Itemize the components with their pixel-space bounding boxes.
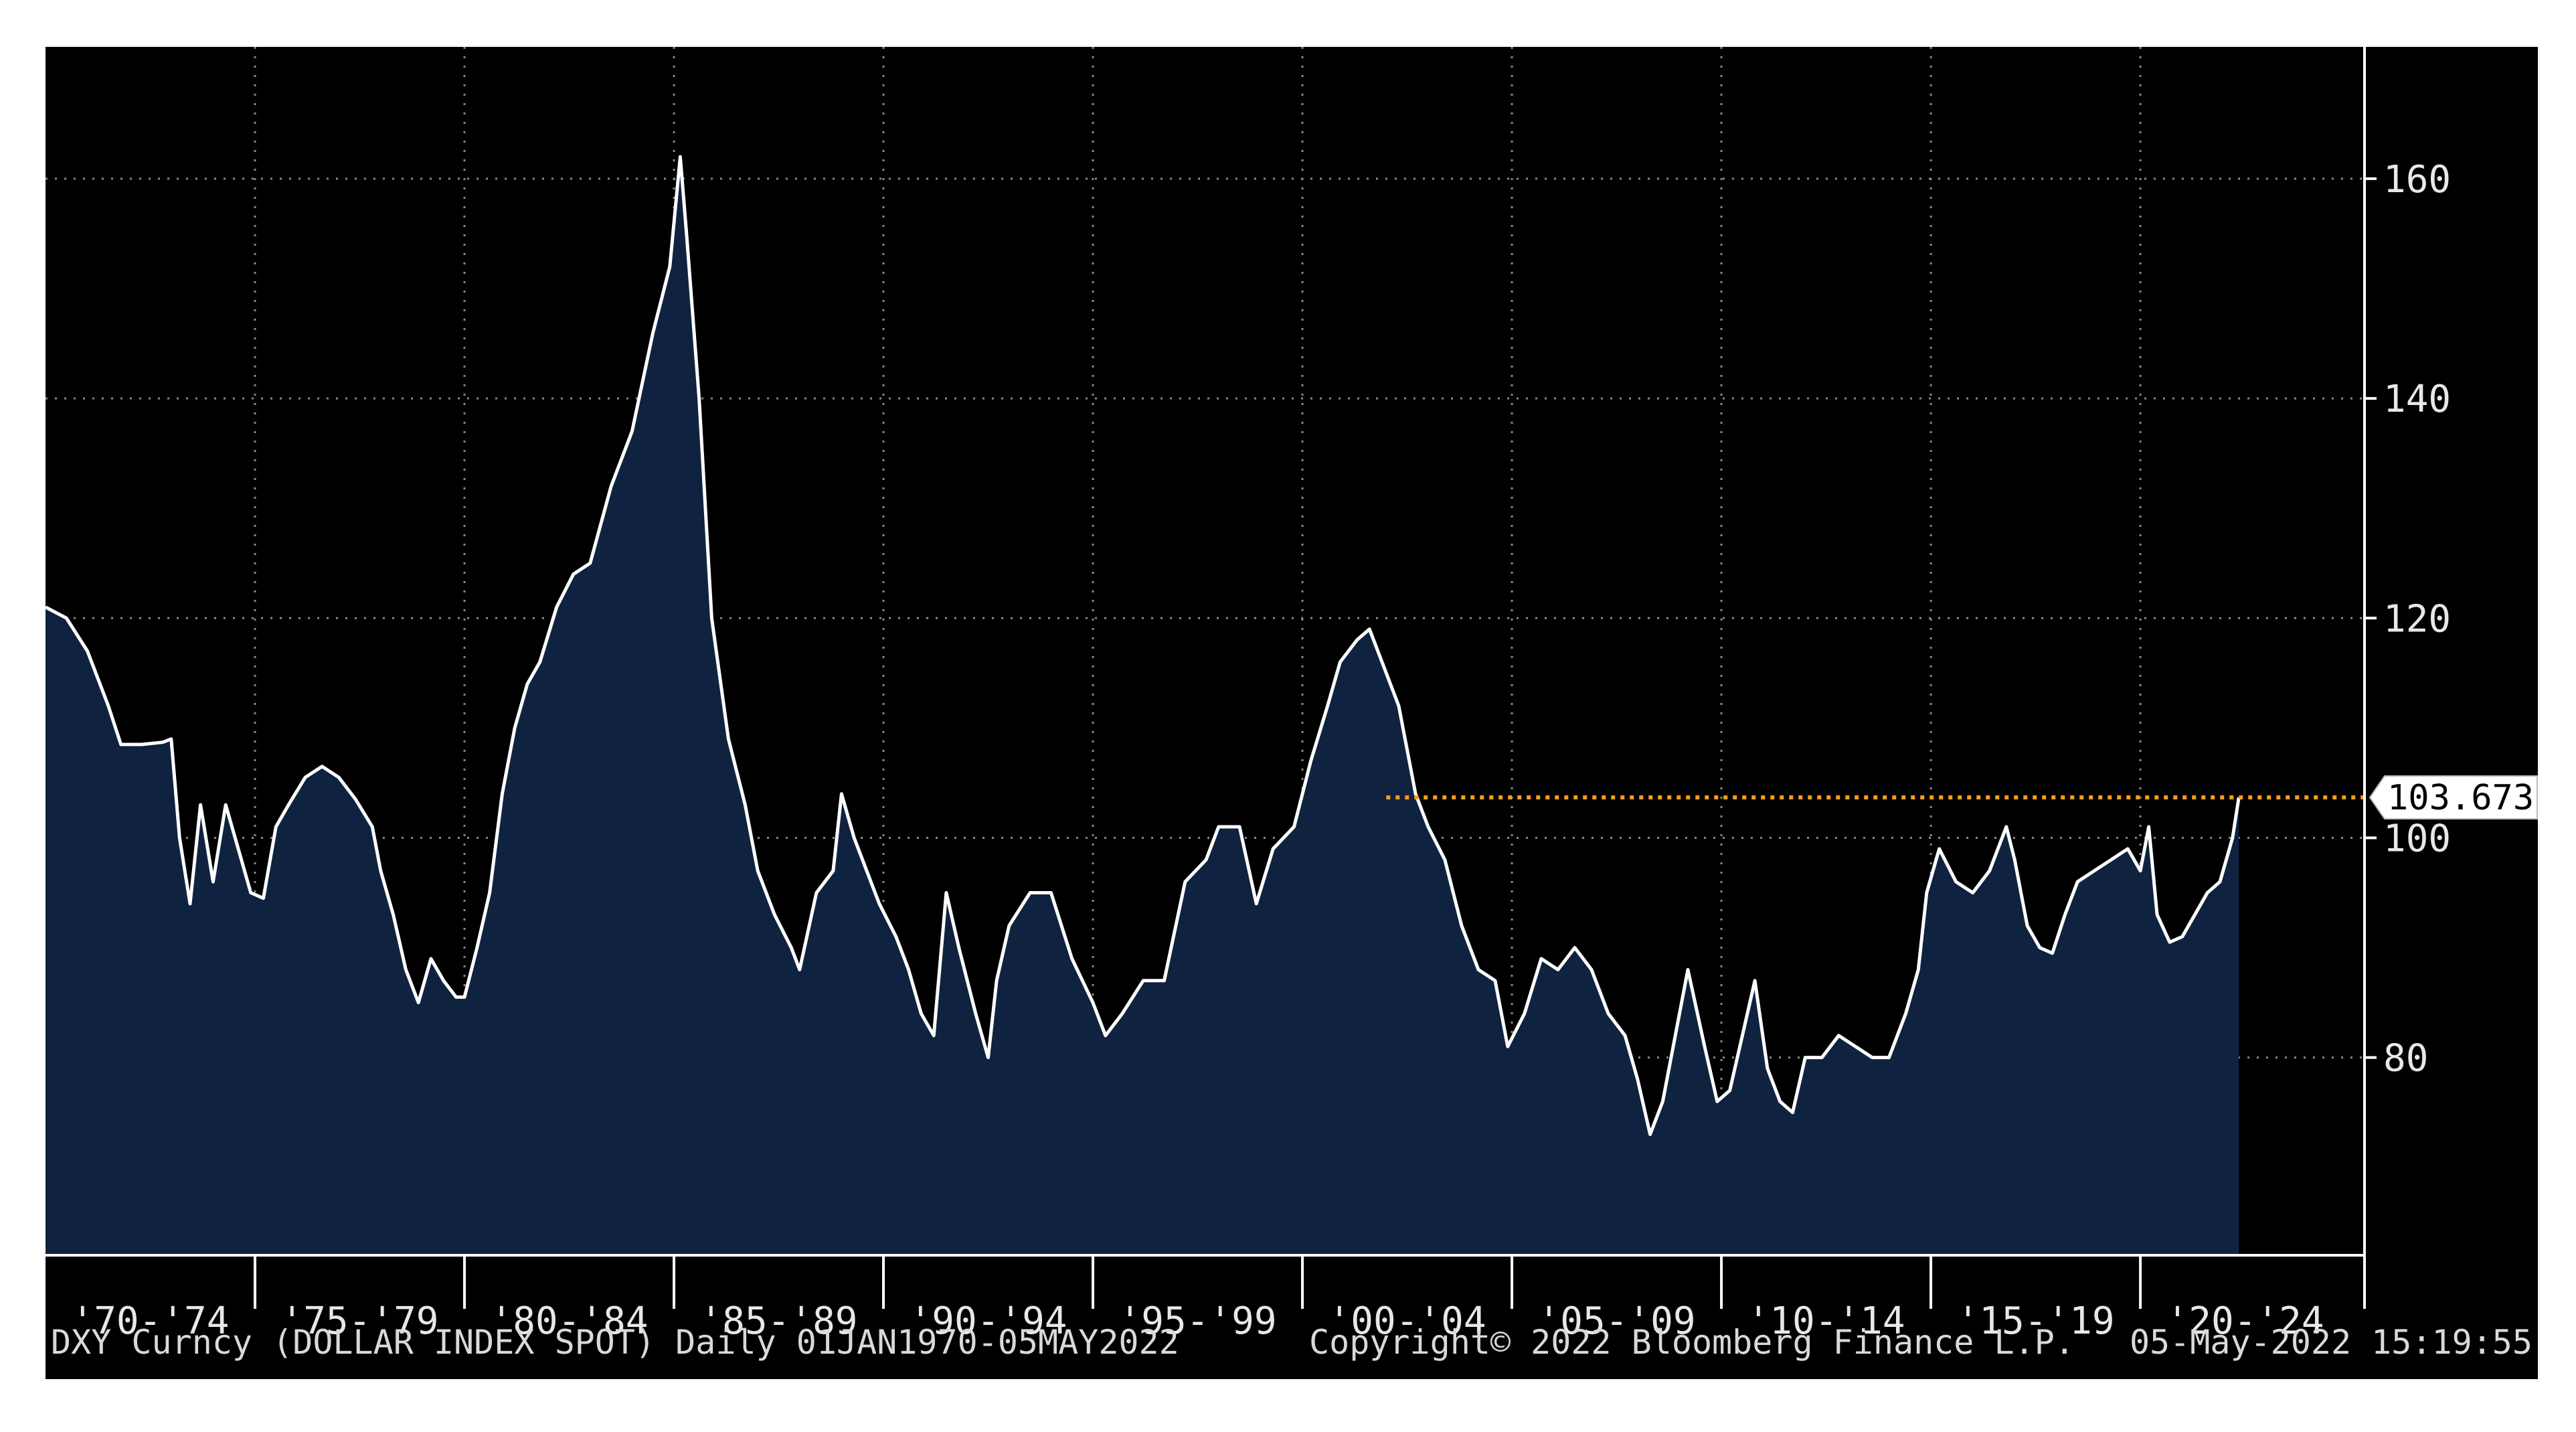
x-period-label: '15-'19 [1957, 1299, 2115, 1343]
footer-timestamp: 05-May-2022 15:19:55 [2130, 1323, 2532, 1362]
x-period-label: '85-'89 [700, 1299, 858, 1343]
y-tick-label: 100 [2383, 817, 2451, 860]
y-tick-label: 140 [2383, 378, 2451, 421]
chart-frame: 80 100 120 140 160 '70-'74 '75-'79 '80-'84 '85-'… [46, 47, 2538, 1379]
series-line [46, 155, 2241, 1136]
x-period-label: '80-'84 [491, 1299, 649, 1343]
x-period-label: '90-'94 [910, 1299, 1067, 1343]
x-period-label: '75-'79 [281, 1299, 439, 1343]
last-value-tag [2369, 775, 2538, 820]
x-period-label: '05-'09 [1538, 1299, 1696, 1343]
x-period-label: '70-'74 [71, 1299, 229, 1343]
footer-series-description: DXY Curncy (DOLLAR INDEX SPOT) Daily 01J… [51, 1323, 1179, 1362]
dollar-index-chart: 80 100 120 140 160 '70-'74 '75-'79 '80-'84 '85-'… [46, 47, 2538, 1362]
x-period-label: '10-'14 [1747, 1299, 1905, 1343]
series-area-fill [46, 157, 2239, 1256]
y-tick-label: 120 [2383, 597, 2451, 641]
y-tick-label: 80 [2383, 1037, 2428, 1081]
axis-layer [46, 47, 2377, 1309]
label-layer: 80 100 120 140 160 '70-'74 '75-'79 '80-'84 '85-'… [71, 158, 2538, 1343]
x-period-label: '00-'04 [1328, 1299, 1486, 1343]
x-period-label: '20-'24 [2166, 1299, 2324, 1343]
x-period-label: '95-'99 [1119, 1299, 1277, 1343]
last-value-label: 103.673 [2387, 778, 2534, 818]
y-tick-label: 160 [2383, 158, 2451, 202]
footer-copyright: Copyright© 2022 Bloomberg Finance L.P. [1309, 1323, 2075, 1362]
area-layer [46, 155, 2241, 1256]
